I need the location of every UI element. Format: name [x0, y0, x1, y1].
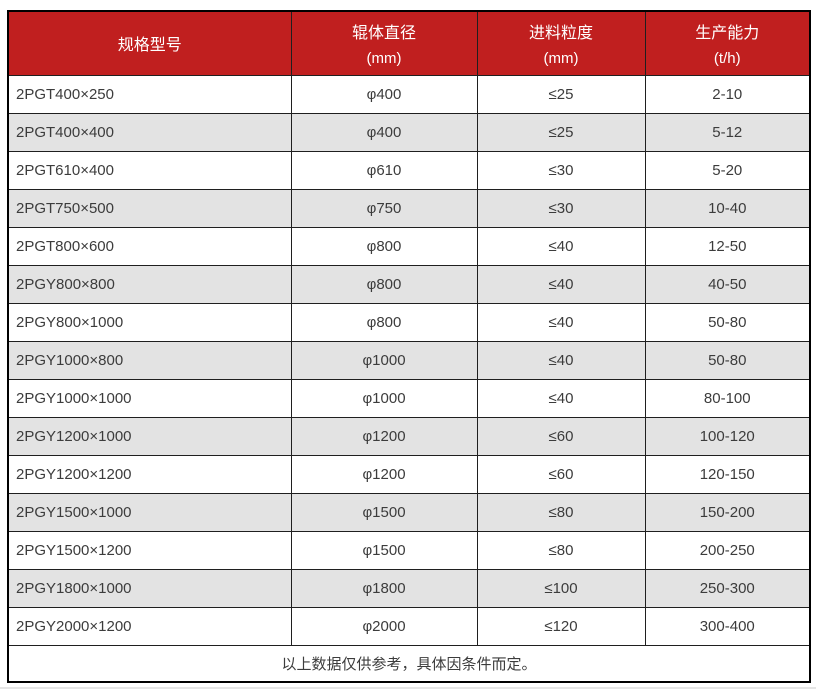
cell-capacity: 200-250	[644, 530, 811, 570]
cell-model: 2PGY1500×1200	[7, 530, 292, 570]
header-capacity-title: 生产能力	[695, 25, 760, 43]
cell-feed-size: ≤100	[476, 568, 646, 608]
cell-model: 2PGT400×250	[7, 74, 292, 114]
cell-feed-size: ≤60	[476, 454, 646, 494]
table-row: 2PGT400×250 φ400 ≤25 2-10	[7, 74, 811, 114]
cell-model: 2PGY2000×1200	[7, 606, 292, 646]
cell-capacity: 2-10	[644, 74, 811, 114]
table-row: 2PGT610×400 φ610 ≤30 5-20	[7, 150, 811, 190]
cell-model: 2PGY1000×1000	[7, 378, 292, 418]
cell-model: 2PGY800×1000	[7, 302, 292, 342]
header-model: 规格型号	[7, 10, 292, 76]
cell-model: 2PGY1200×1200	[7, 454, 292, 494]
table-row: 2PGT800×600 φ800 ≤40 12-50	[7, 226, 811, 266]
cell-capacity: 120-150	[644, 454, 811, 494]
table-row: 2PGY2000×1200 φ2000 ≤120 300-400	[7, 606, 811, 646]
cell-diameter: φ800	[290, 302, 478, 342]
cell-capacity: 12-50	[644, 226, 811, 266]
table-row: 2PGY1500×1200 φ1500 ≤80 200-250	[7, 530, 811, 570]
cell-model: 2PGT800×600	[7, 226, 292, 266]
cell-diameter: φ1000	[290, 378, 478, 418]
cell-diameter: φ2000	[290, 606, 478, 646]
table-row: 2PGY1000×1000 φ1000 ≤40 80-100	[7, 378, 811, 418]
table-row: 2PGY800×800 φ800 ≤40 40-50	[7, 264, 811, 304]
cell-feed-size: ≤80	[476, 530, 646, 570]
cell-diameter: φ1200	[290, 416, 478, 456]
table-row: 2PGY1800×1000 φ1800 ≤100 250-300	[7, 568, 811, 608]
cell-model: 2PGY1000×800	[7, 340, 292, 380]
cell-capacity: 80-100	[644, 378, 811, 418]
spec-table: 规格型号 辊体直径 (mm) 进料粒度 (mm) 生产能力 (t/h) 2PGT…	[7, 10, 811, 683]
cell-diameter: φ750	[290, 188, 478, 228]
table-row: 2PGY800×1000 φ800 ≤40 50-80	[7, 302, 811, 342]
header-feed-size: 进料粒度 (mm)	[476, 10, 646, 76]
header-diameter-title: 辊体直径	[351, 25, 416, 43]
table-row: 2PGY1200×1200 φ1200 ≤60 120-150	[7, 454, 811, 494]
table-row: 2PGY1500×1000 φ1500 ≤80 150-200	[7, 492, 811, 532]
cell-model: 2PGY1200×1000	[7, 416, 292, 456]
header-capacity: 生产能力 (t/h)	[644, 10, 811, 76]
cell-feed-size: ≤40	[476, 340, 646, 380]
table-row: 2PGY1200×1000 φ1200 ≤60 100-120	[7, 416, 811, 456]
footer-row: 以上数据仅供参考，具体因条件而定。	[7, 644, 811, 683]
cell-model: 2PGY1500×1000	[7, 492, 292, 532]
cell-capacity: 50-80	[644, 302, 811, 342]
cell-feed-size: ≤30	[476, 150, 646, 190]
cell-diameter: φ1800	[290, 568, 478, 608]
cell-model: 2PGT750×500	[7, 188, 292, 228]
header-feed-size-title: 进料粒度	[528, 25, 593, 43]
cell-capacity: 10-40	[644, 188, 811, 228]
cell-model: 2PGY800×800	[7, 264, 292, 304]
cell-diameter: φ800	[290, 264, 478, 304]
footer-note: 以上数据仅供参考，具体因条件而定。	[7, 644, 811, 683]
cell-capacity: 300-400	[644, 606, 811, 646]
header-model-title: 规格型号	[117, 37, 182, 55]
cell-model: 2PGT610×400	[7, 150, 292, 190]
header-capacity-unit: (t/h)	[713, 50, 741, 68]
table-row: 2PGT750×500 φ750 ≤30 10-40	[7, 188, 811, 228]
cell-capacity: 100-120	[644, 416, 811, 456]
table-body: 2PGT400×250 φ400 ≤25 2-10 2PGT400×400 φ4…	[7, 74, 811, 646]
cell-model: 2PGT400×400	[7, 112, 292, 152]
header-diameter-unit: (mm)	[366, 50, 402, 68]
cell-feed-size: ≤25	[476, 112, 646, 152]
table-row: 2PGT400×400 φ400 ≤25 5-12	[7, 112, 811, 152]
table-footer: 以上数据仅供参考，具体因条件而定。	[7, 644, 811, 683]
cell-diameter: φ400	[290, 74, 478, 114]
cell-feed-size: ≤30	[476, 188, 646, 228]
cell-feed-size: ≤40	[476, 378, 646, 418]
cell-feed-size: ≤120	[476, 606, 646, 646]
cell-diameter: φ1500	[290, 530, 478, 570]
cell-feed-size: ≤40	[476, 226, 646, 266]
cell-capacity: 5-20	[644, 150, 811, 190]
header-diameter: 辊体直径 (mm)	[290, 10, 478, 76]
cell-feed-size: ≤25	[476, 74, 646, 114]
header-row: 规格型号 辊体直径 (mm) 进料粒度 (mm) 生产能力 (t/h)	[7, 10, 811, 76]
cell-capacity: 150-200	[644, 492, 811, 532]
table-header: 规格型号 辊体直径 (mm) 进料粒度 (mm) 生产能力 (t/h)	[7, 10, 811, 76]
cell-diameter: φ800	[290, 226, 478, 266]
cell-feed-size: ≤40	[476, 264, 646, 304]
cell-capacity: 5-12	[644, 112, 811, 152]
table-row: 2PGY1000×800 φ1000 ≤40 50-80	[7, 340, 811, 380]
cell-diameter: φ1500	[290, 492, 478, 532]
cell-feed-size: ≤80	[476, 492, 646, 532]
cell-capacity: 50-80	[644, 340, 811, 380]
cell-diameter: φ1200	[290, 454, 478, 494]
header-feed-size-unit: (mm)	[543, 50, 579, 68]
cell-diameter: φ1000	[290, 340, 478, 380]
cell-diameter: φ610	[290, 150, 478, 190]
cell-feed-size: ≤60	[476, 416, 646, 456]
cell-diameter: φ400	[290, 112, 478, 152]
cell-capacity: 250-300	[644, 568, 811, 608]
cell-capacity: 40-50	[644, 264, 811, 304]
cell-feed-size: ≤40	[476, 302, 646, 342]
cell-model: 2PGY1800×1000	[7, 568, 292, 608]
